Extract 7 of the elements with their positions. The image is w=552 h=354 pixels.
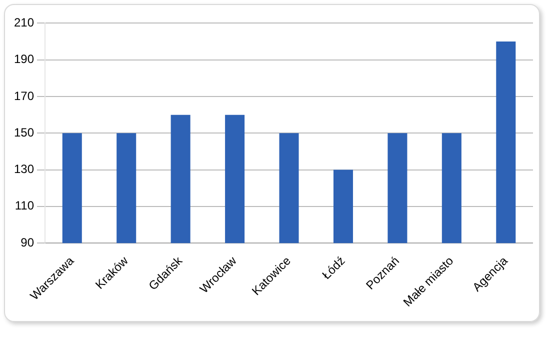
y-tick-label: 170 xyxy=(14,88,34,103)
y-tick-label: 90 xyxy=(20,235,34,250)
y-tick-label: 210 xyxy=(14,16,34,30)
y-tick-label: 150 xyxy=(14,125,34,140)
y-tick-label: 130 xyxy=(14,162,34,176)
y-tick-label: 110 xyxy=(14,198,34,213)
y-tick-label: 190 xyxy=(14,52,34,66)
